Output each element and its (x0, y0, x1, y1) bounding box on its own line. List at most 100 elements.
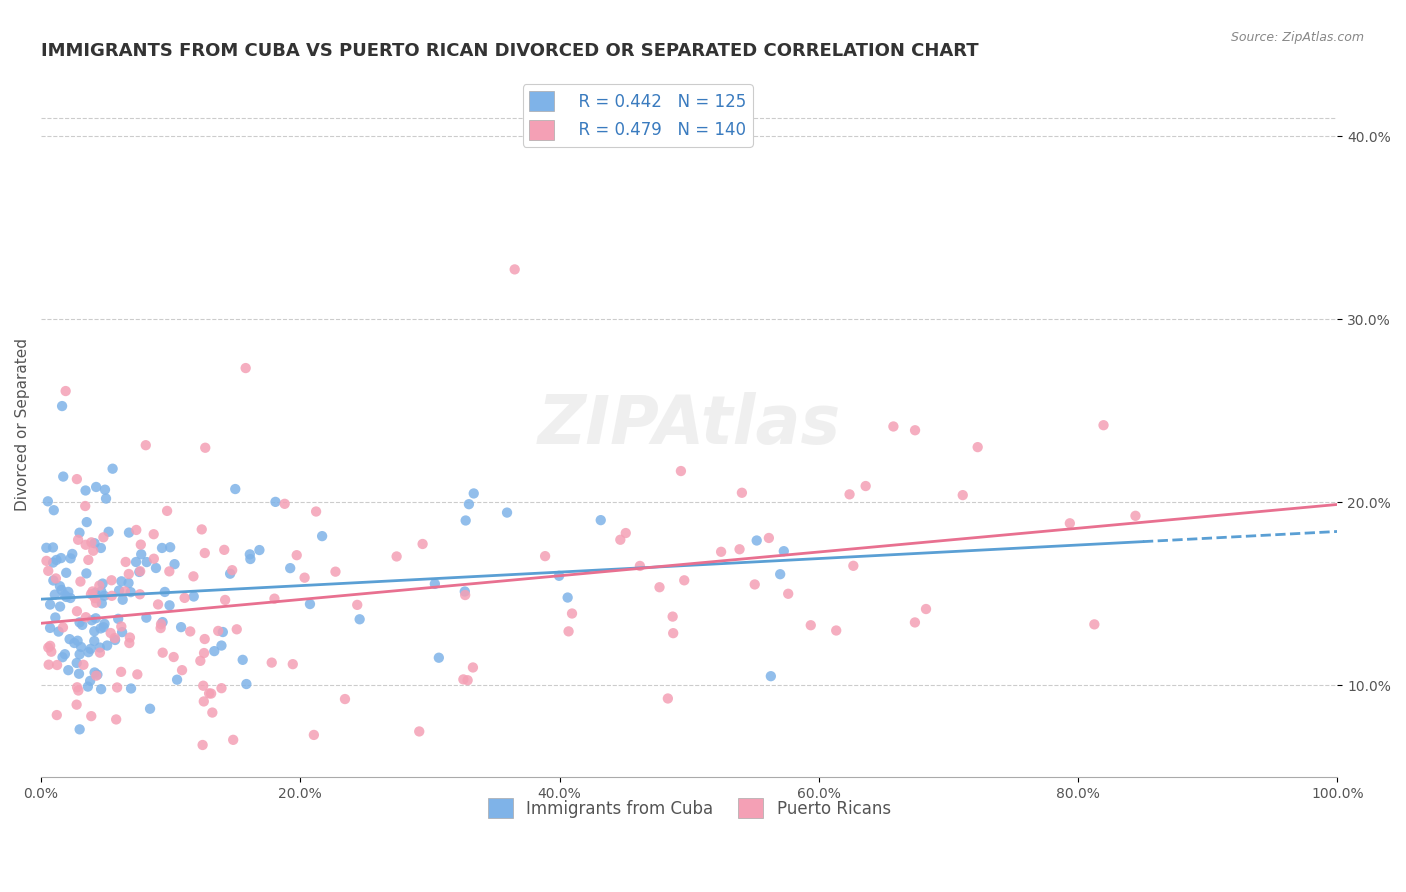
Point (191, 738, 214, 752)
Text: ZIPAtlas: ZIPAtlas (537, 392, 841, 458)
Point (142, 527, 165, 541)
Point (125, 523, 148, 537)
Point (129, 564, 152, 578)
Point (90, 541, 112, 555)
Point (163, 557, 186, 571)
Point (534, 549, 557, 563)
Point (75, 566, 97, 581)
Point (146, 598, 169, 612)
Point (769, 567, 792, 582)
Point (669, 464, 692, 478)
Point (76, 515, 98, 529)
Point (731, 485, 754, 500)
Point (346, 598, 368, 612)
Point (170, 620, 193, 634)
Point (77, 680, 100, 694)
Point (249, 543, 271, 558)
Point (311, 529, 333, 543)
Point (260, 656, 283, 670)
Point (159, 599, 181, 613)
Point (454, 584, 477, 599)
Point (127, 667, 149, 681)
Point (745, 533, 768, 548)
Point (153, 585, 176, 599)
Point (69, 648, 91, 662)
Point (58, 585, 80, 599)
Point (79, 673, 101, 688)
Point (461, 660, 484, 674)
Point (239, 547, 262, 561)
Point (63, 636, 86, 650)
Point (662, 626, 685, 640)
Point (39, 621, 62, 635)
Point (557, 624, 579, 639)
Point (82, 584, 104, 599)
Point (458, 497, 481, 511)
Point (408, 724, 430, 739)
Point (80, 709, 103, 723)
Point (51, 650, 73, 665)
Point (100, 626, 122, 640)
Point (66, 604, 89, 618)
Point (224, 482, 246, 496)
Point (855, 479, 877, 493)
Point (281, 657, 304, 672)
Point (194, 546, 217, 560)
Point (84, 668, 107, 682)
Point (79, 641, 101, 656)
Point (60, 547, 83, 561)
Point (82, 543, 104, 558)
Point (561, 607, 583, 621)
Point (648, 580, 671, 594)
Point (294, 571, 316, 585)
Point (278, 561, 301, 575)
Point (235, 677, 257, 691)
Point (111, 592, 134, 607)
Point (77, 645, 100, 659)
Point (66, 680, 89, 694)
Point (110, 619, 132, 633)
Point (69, 615, 91, 630)
Point (325, 565, 347, 579)
Point (204, 788, 226, 802)
Point (305, 504, 328, 518)
Point (825, 624, 848, 638)
Point (97, 524, 120, 539)
Point (548, 569, 571, 583)
Point (72, 657, 94, 672)
Point (39, 639, 62, 653)
Point (38, 657, 60, 672)
Point (35, 541, 58, 555)
Point (111, 625, 134, 640)
Point (193, 694, 215, 708)
Point (125, 555, 148, 569)
Point (93, 589, 115, 603)
Point (90, 622, 112, 636)
Point (333, 692, 356, 706)
Point (70, 618, 93, 632)
Point (135, 555, 157, 569)
Point (135, 438, 157, 452)
Point (423, 577, 446, 591)
Point (83, 536, 105, 550)
Point (1125, 508, 1147, 523)
Point (211, 639, 233, 653)
Point (628, 558, 651, 573)
Point (70, 640, 93, 654)
Point (96, 639, 118, 653)
Point (114, 555, 136, 569)
Point (49, 579, 72, 593)
Point (454, 514, 477, 528)
Point (118, 525, 141, 540)
Point (89, 640, 111, 655)
Point (55, 566, 77, 580)
Point (200, 687, 222, 701)
Point (37, 564, 59, 578)
Point (904, 423, 927, 437)
Point (45, 553, 67, 567)
Point (263, 591, 285, 606)
Point (800, 618, 823, 632)
Point (128, 587, 150, 601)
Point (952, 488, 974, 502)
Point (67, 666, 90, 681)
